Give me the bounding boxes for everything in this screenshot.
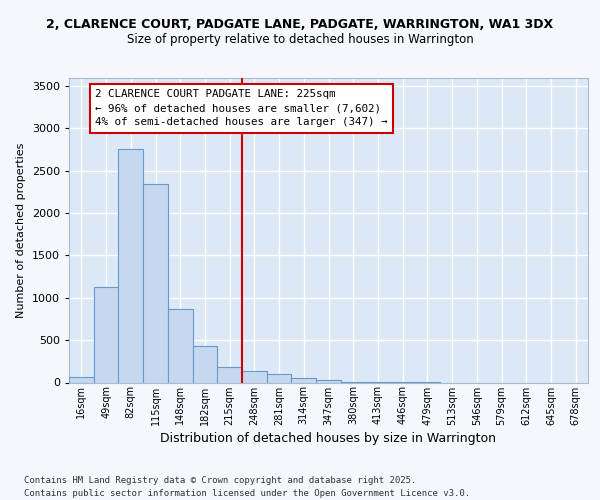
Bar [267, 374, 292, 382]
X-axis label: Distribution of detached houses by size in Warrington: Distribution of detached houses by size … [161, 432, 497, 444]
Bar [316, 380, 341, 382]
Y-axis label: Number of detached properties: Number of detached properties [16, 142, 26, 318]
Text: Contains HM Land Registry data © Crown copyright and database right 2025.
Contai: Contains HM Land Registry data © Crown c… [24, 476, 470, 498]
Bar [193, 346, 217, 383]
Bar [118, 148, 143, 382]
Bar [69, 378, 94, 382]
Text: 2, CLARENCE COURT, PADGATE LANE, PADGATE, WARRINGTON, WA1 3DX: 2, CLARENCE COURT, PADGATE LANE, PADGATE… [46, 18, 554, 30]
Bar [143, 184, 168, 382]
Text: Size of property relative to detached houses in Warrington: Size of property relative to detached ho… [127, 32, 473, 46]
Bar [242, 372, 267, 382]
Bar [217, 367, 242, 382]
Bar [168, 309, 193, 382]
Bar [94, 287, 118, 382]
Text: 2 CLARENCE COURT PADGATE LANE: 225sqm
← 96% of detached houses are smaller (7,60: 2 CLARENCE COURT PADGATE LANE: 225sqm ← … [95, 90, 388, 128]
Bar [292, 378, 316, 382]
